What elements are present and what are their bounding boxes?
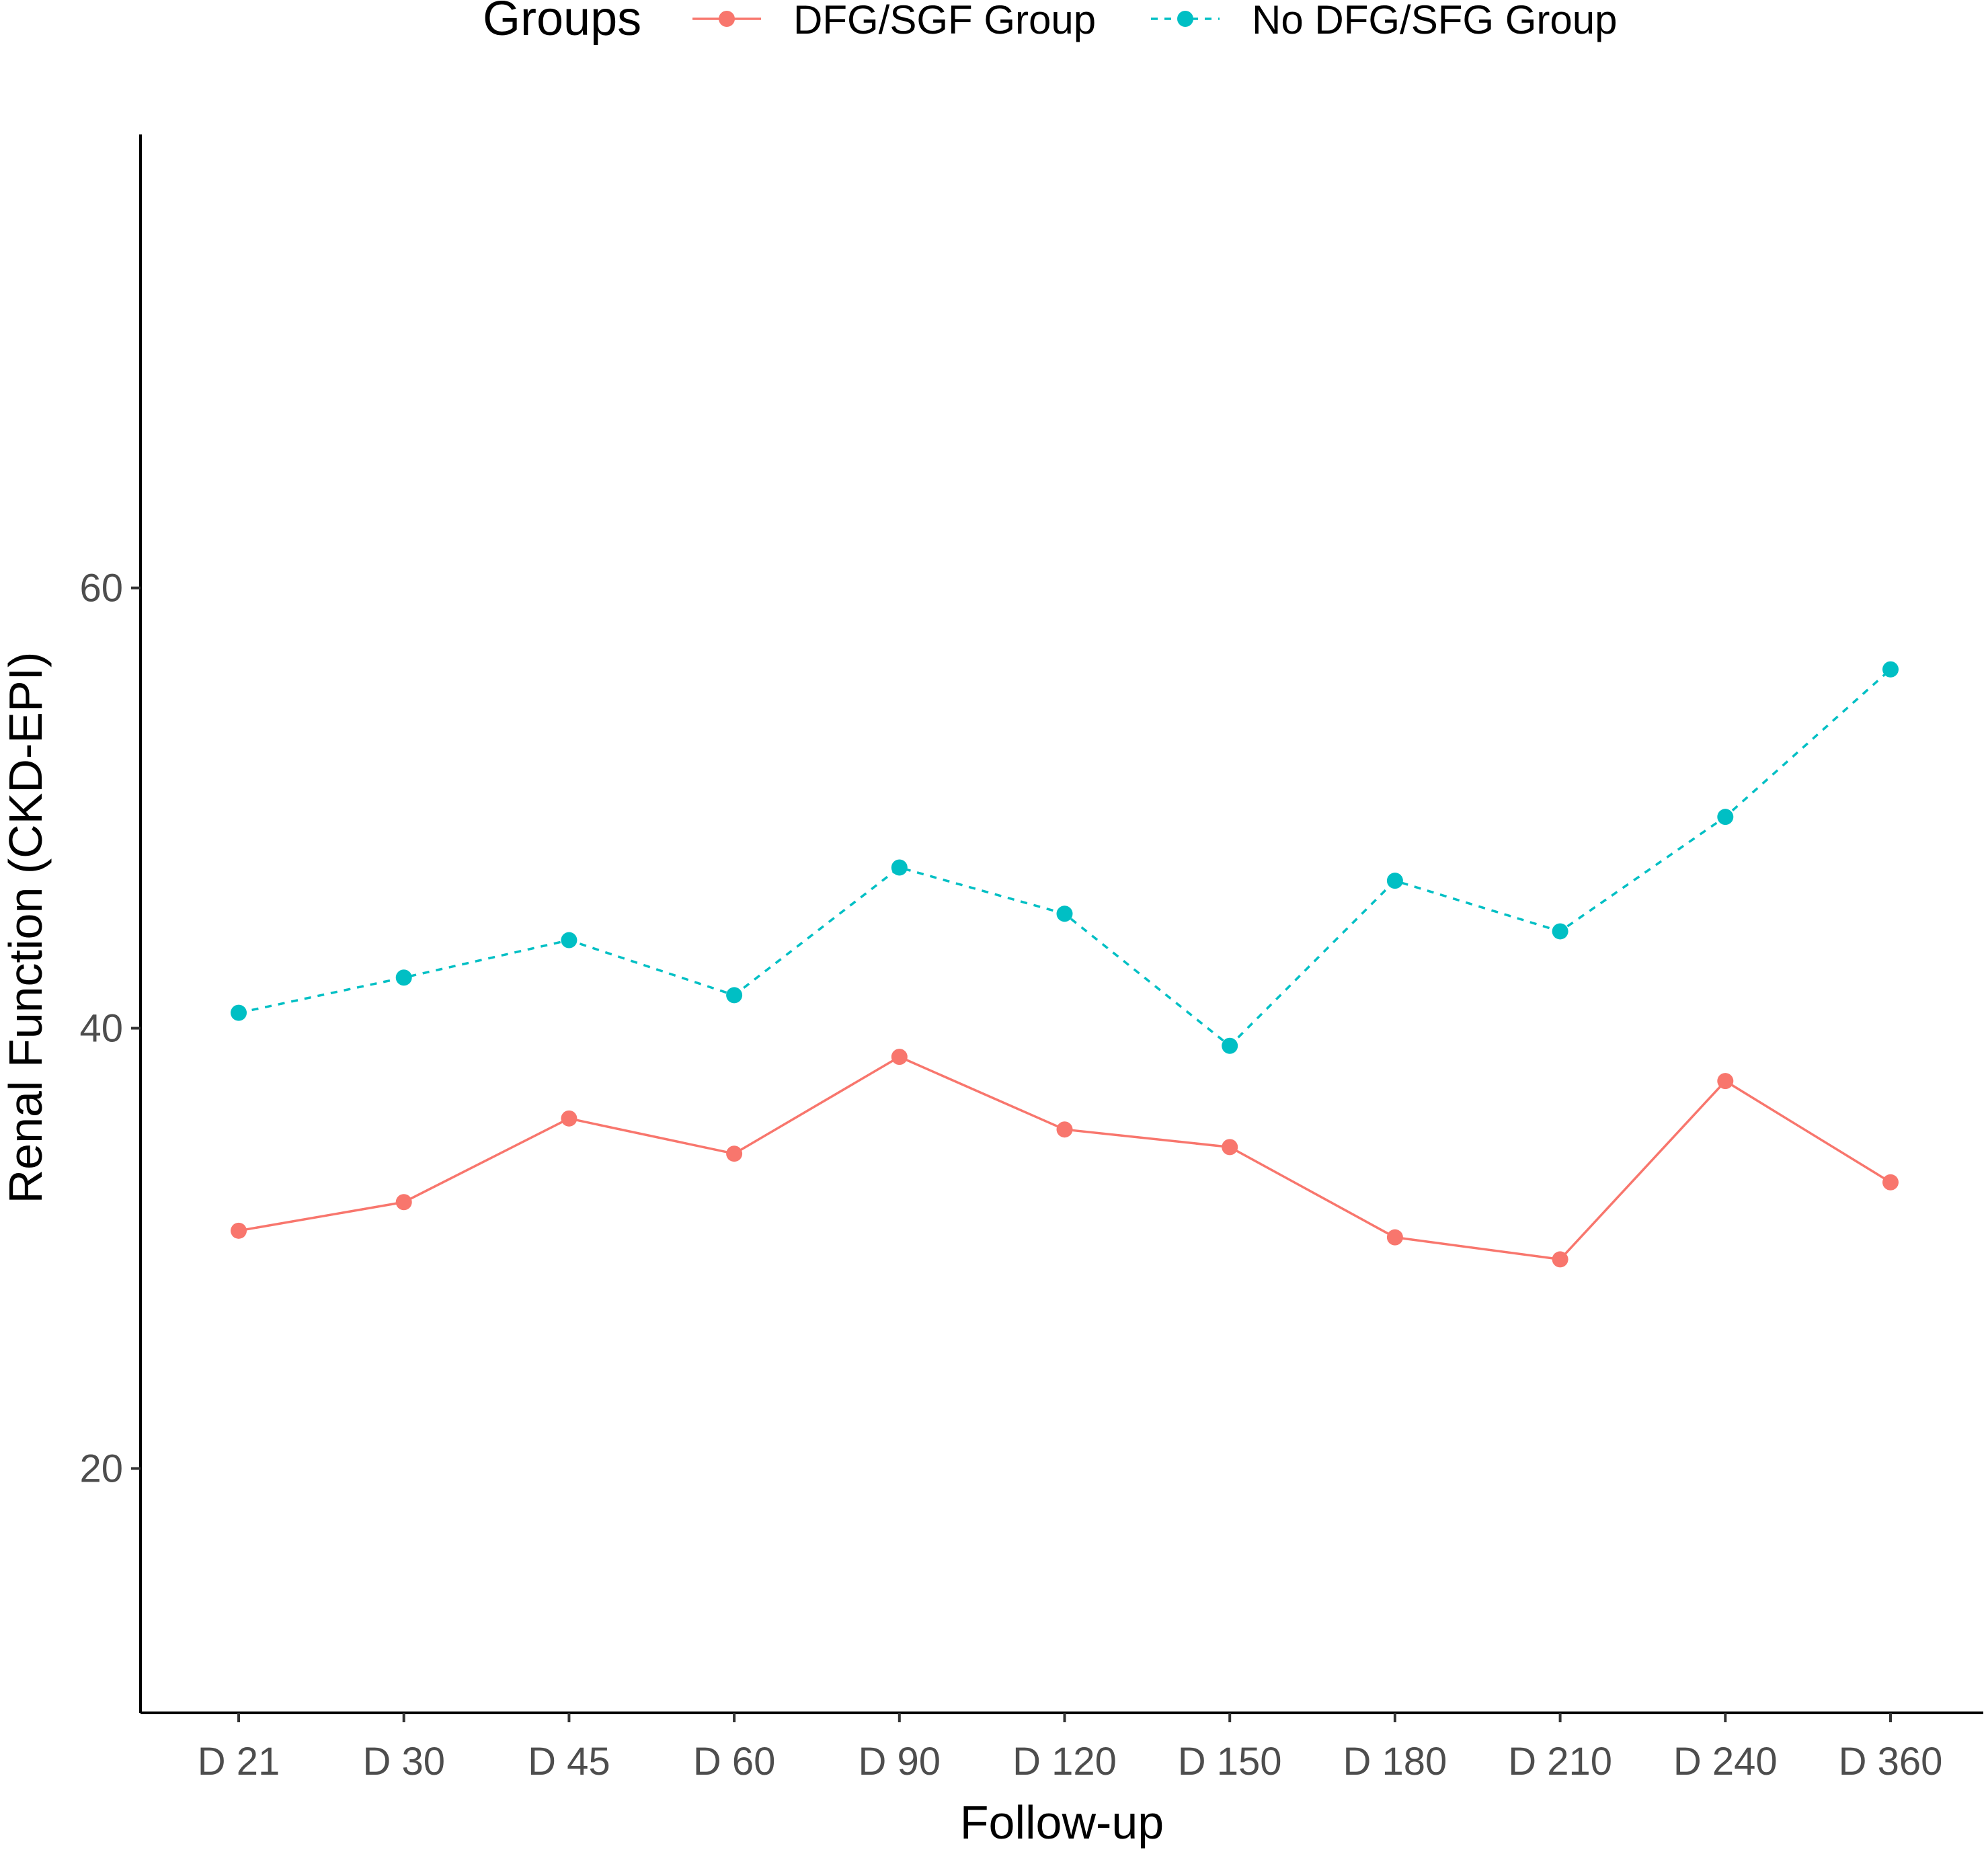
data-point xyxy=(726,987,743,1004)
data-point xyxy=(231,1222,247,1239)
data-point xyxy=(561,932,578,949)
x-tick-label: D 210 xyxy=(1508,1740,1612,1783)
data-point xyxy=(1222,1037,1238,1054)
x-tick-label: D 30 xyxy=(362,1740,445,1783)
x-tick-label: D 180 xyxy=(1343,1740,1447,1783)
legend-title: Groups xyxy=(483,0,641,46)
data-point xyxy=(1717,809,1734,826)
x-tick-label: D 45 xyxy=(528,1740,610,1783)
data-point xyxy=(891,1049,908,1065)
series-line-2 xyxy=(238,668,1892,1047)
data-point xyxy=(1717,1073,1734,1090)
series-layer xyxy=(231,661,1899,1268)
legend-key-point-1 xyxy=(719,11,735,27)
data-point xyxy=(1386,873,1403,889)
y-axis-title: Renal Function (CKD-EPI) xyxy=(0,652,52,1204)
data-point xyxy=(1552,1251,1568,1268)
x-tick-label: D 90 xyxy=(859,1740,941,1783)
y-tick-label: 20 xyxy=(79,1447,123,1491)
data-point xyxy=(891,859,908,876)
data-point xyxy=(561,1110,578,1127)
data-point xyxy=(1222,1139,1238,1156)
x-tick-label: D 150 xyxy=(1178,1740,1282,1783)
data-point xyxy=(231,1004,247,1021)
y-tick-label: 40 xyxy=(79,1007,123,1051)
data-point xyxy=(1386,1229,1403,1246)
legend-key-point-2 xyxy=(1177,11,1193,27)
data-point xyxy=(1056,905,1073,922)
data-point xyxy=(1552,923,1568,940)
x-tick-label: D 21 xyxy=(198,1740,280,1783)
x-tick-label: D 120 xyxy=(1012,1740,1117,1783)
data-point xyxy=(395,1194,412,1211)
x-tick-label: D 60 xyxy=(693,1740,776,1783)
data-point xyxy=(726,1145,743,1162)
data-point xyxy=(1882,1174,1899,1191)
series-line-1 xyxy=(238,1055,1891,1261)
legend: Groups DFG/SGF Group No DFG/SFG Group xyxy=(483,0,1617,46)
axes: 20 40 60 D 21 D 30 D 45 D 60 D 90 D 120 D 150 D 18… xyxy=(0,134,1983,1849)
x-tick-label: D 240 xyxy=(1673,1740,1778,1783)
data-point xyxy=(1882,661,1899,678)
data-point xyxy=(395,969,412,986)
data-point xyxy=(1056,1121,1073,1138)
x-axis-title: Follow-up xyxy=(960,1796,1164,1849)
legend-label-2: No DFG/SFG Group xyxy=(1252,0,1617,42)
legend-label-1: DFG/SGF Group xyxy=(793,0,1096,42)
y-tick-label: 60 xyxy=(79,567,123,610)
x-tick-label: D 360 xyxy=(1839,1740,1943,1783)
